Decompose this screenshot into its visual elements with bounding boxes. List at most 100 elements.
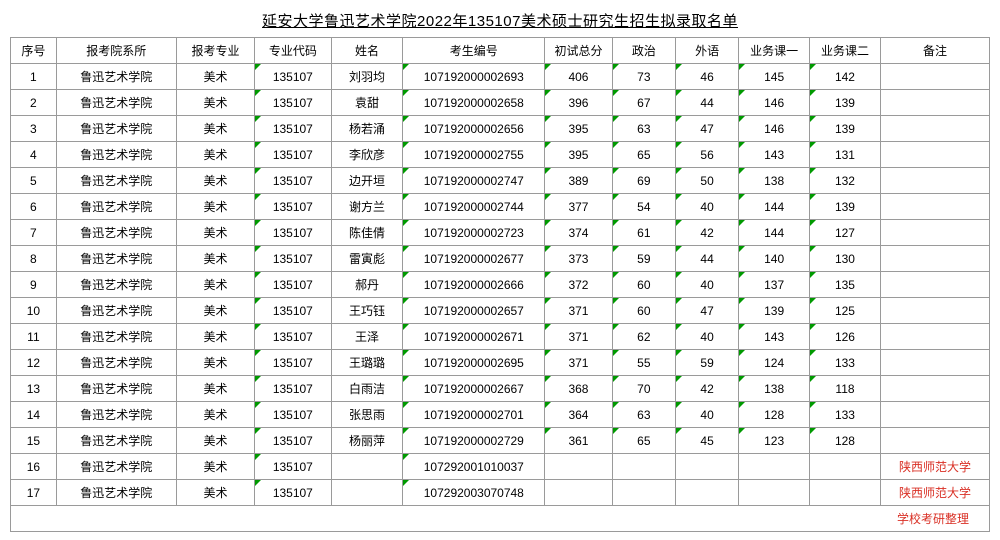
cell-b1 xyxy=(739,454,810,480)
cell-major: 美术 xyxy=(176,402,254,428)
cell-dept: 鲁迅艺术学院 xyxy=(56,116,176,142)
cell-b1: 138 xyxy=(739,376,810,402)
cell-name: 陈佳倩 xyxy=(331,220,403,246)
cell-seq: 6 xyxy=(11,194,57,220)
cell-remark xyxy=(880,376,989,402)
cell-seq: 11 xyxy=(11,324,57,350)
cell-seq: 17 xyxy=(11,480,57,506)
cell-code: 135107 xyxy=(255,272,331,298)
cell-total xyxy=(545,454,613,480)
cell-b1 xyxy=(739,480,810,506)
table-row: 12鲁迅艺术学院美术135107王璐璐107192000002695371555… xyxy=(11,350,990,376)
cell-pol: 54 xyxy=(612,194,675,220)
cell-seq: 3 xyxy=(11,116,57,142)
table-row: 14鲁迅艺术学院美术135107张思雨107192000002701364634… xyxy=(11,402,990,428)
cell-exam: 107192000002701 xyxy=(403,402,545,428)
cell-pol: 60 xyxy=(612,298,675,324)
cell-b1: 123 xyxy=(739,428,810,454)
cell-seq: 4 xyxy=(11,142,57,168)
cell-b1: 139 xyxy=(739,298,810,324)
table-row: 2鲁迅艺术学院美术135107袁甜10719200000265839667441… xyxy=(11,90,990,116)
cell-major: 美术 xyxy=(176,428,254,454)
cell-major: 美术 xyxy=(176,194,254,220)
cell-lang: 59 xyxy=(675,350,738,376)
cell-b2: 125 xyxy=(810,298,881,324)
cell-exam: 107192000002671 xyxy=(403,324,545,350)
cell-b2: 131 xyxy=(810,142,881,168)
cell-remark xyxy=(880,220,989,246)
cell-lang xyxy=(675,454,738,480)
cell-lang: 44 xyxy=(675,90,738,116)
admission-table: 序号 报考院系所 报考专业 专业代码 姓名 考生编号 初试总分 政治 外语 业务… xyxy=(10,37,990,532)
cell-code: 135107 xyxy=(255,220,331,246)
cell-dept: 鲁迅艺术学院 xyxy=(56,272,176,298)
cell-pol xyxy=(612,454,675,480)
cell-lang: 44 xyxy=(675,246,738,272)
cell-total: 373 xyxy=(545,246,613,272)
cell-remark xyxy=(880,246,989,272)
cell-lang: 46 xyxy=(675,64,738,90)
cell-name: 刘羽均 xyxy=(331,64,403,90)
cell-code: 135107 xyxy=(255,90,331,116)
cell-seq: 9 xyxy=(11,272,57,298)
cell-code: 135107 xyxy=(255,376,331,402)
cell-code: 135107 xyxy=(255,454,331,480)
cell-remark xyxy=(880,428,989,454)
cell-name: 郝丹 xyxy=(331,272,403,298)
cell-code: 135107 xyxy=(255,142,331,168)
cell-major: 美术 xyxy=(176,220,254,246)
cell-exam: 107192000002667 xyxy=(403,376,545,402)
cell-exam: 107192000002666 xyxy=(403,272,545,298)
cell-exam: 107192000002657 xyxy=(403,298,545,324)
cell-dept: 鲁迅艺术学院 xyxy=(56,428,176,454)
cell-major: 美术 xyxy=(176,168,254,194)
cell-remark xyxy=(880,298,989,324)
cell-total: 372 xyxy=(545,272,613,298)
cell-seq: 8 xyxy=(11,246,57,272)
table-row: 8鲁迅艺术学院美术135107雷寅彪1071920000026773735944… xyxy=(11,246,990,272)
cell-b1: 145 xyxy=(739,64,810,90)
cell-b1: 143 xyxy=(739,142,810,168)
cell-lang: 50 xyxy=(675,168,738,194)
table-row: 5鲁迅艺术学院美术135107边开垣1071920000027473896950… xyxy=(11,168,990,194)
cell-dept: 鲁迅艺术学院 xyxy=(56,454,176,480)
cell-total: 406 xyxy=(545,64,613,90)
table-row: 17鲁迅艺术学院美术135107107292003070748陕西师范大学 xyxy=(11,480,990,506)
table-row: 11鲁迅艺术学院美术135107王泽1071920000026713716240… xyxy=(11,324,990,350)
cell-seq: 12 xyxy=(11,350,57,376)
cell-b2 xyxy=(810,480,881,506)
cell-b1: 140 xyxy=(739,246,810,272)
cell-dept: 鲁迅艺术学院 xyxy=(56,168,176,194)
table-row: 9鲁迅艺术学院美术135107郝丹10719200000266637260401… xyxy=(11,272,990,298)
cell-name: 袁甜 xyxy=(331,90,403,116)
cell-major: 美术 xyxy=(176,376,254,402)
cell-exam: 107192000002747 xyxy=(403,168,545,194)
cell-pol: 63 xyxy=(612,402,675,428)
col-b2: 业务课二 xyxy=(810,38,881,64)
cell-total: 395 xyxy=(545,116,613,142)
cell-total xyxy=(545,480,613,506)
table-row: 7鲁迅艺术学院美术135107陈佳倩1071920000027233746142… xyxy=(11,220,990,246)
table-row: 4鲁迅艺术学院美术135107李欣彦1071920000027553956556… xyxy=(11,142,990,168)
cell-lang: 40 xyxy=(675,402,738,428)
cell-remark xyxy=(880,90,989,116)
cell-name: 谢方兰 xyxy=(331,194,403,220)
col-pol: 政治 xyxy=(612,38,675,64)
cell-remark xyxy=(880,116,989,142)
cell-b2: 139 xyxy=(810,90,881,116)
cell-major: 美术 xyxy=(176,90,254,116)
cell-total: 371 xyxy=(545,350,613,376)
cell-name: 白雨洁 xyxy=(331,376,403,402)
cell-code: 135107 xyxy=(255,298,331,324)
cell-remark: 陕西师范大学 xyxy=(880,480,989,506)
cell-exam: 107192000002755 xyxy=(403,142,545,168)
col-remark: 备注 xyxy=(880,38,989,64)
cell-b1: 144 xyxy=(739,220,810,246)
cell-code: 135107 xyxy=(255,194,331,220)
cell-pol: 73 xyxy=(612,64,675,90)
cell-lang: 40 xyxy=(675,194,738,220)
cell-exam: 107192000002723 xyxy=(403,220,545,246)
cell-pol: 70 xyxy=(612,376,675,402)
cell-code: 135107 xyxy=(255,428,331,454)
cell-name: 杨丽萍 xyxy=(331,428,403,454)
